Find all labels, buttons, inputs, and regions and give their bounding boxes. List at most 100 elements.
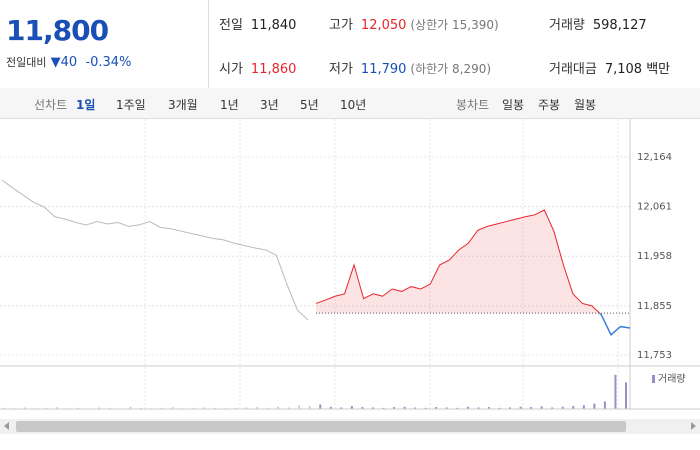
stat-label: 저가 [329,62,353,77]
volume-bar [245,407,248,409]
volume-bar [435,407,438,409]
change: 전일대비 ▼40 -0.34% [6,54,131,70]
volume-bar [340,407,343,409]
stat: 고가 12,050 (상한가 15,390) [329,14,499,33]
volume-bar [108,407,111,409]
volume-bar [140,407,143,409]
y-tick-label: 12,164 [637,152,672,163]
stat-label: 시가 [219,62,243,77]
volume-bar [192,407,195,409]
stat: 시가 11,860 [219,58,296,77]
area [316,209,600,314]
tab[interactable]: 1주일 [116,98,146,112]
volume-bar [55,407,58,409]
volume-bar [45,407,48,409]
volume-bar [3,407,5,409]
volume-bar [76,407,79,409]
tab[interactable]: 1일 [76,98,96,112]
volume-bar [445,407,448,409]
tab[interactable]: 5년 [300,98,319,112]
stat: 거래대금 7,108 백만 [549,58,670,77]
volume-bar [519,406,522,409]
change-arrow: ▼ [50,55,61,70]
chart: 12,164 12,061 11,958 11,855 11,753 거래량 [0,119,700,434]
line [1,179,309,321]
stat-label: 전일 [219,18,243,33]
tab[interactable]: 주봉 [538,98,561,112]
volume-bar [161,407,164,409]
tab[interactable]: 3년 [260,98,279,112]
volume-bar [509,407,512,409]
change-pct: -0.34% [85,55,132,70]
volume-bar [582,405,585,409]
scroll-right [691,422,696,430]
volume-bar [361,407,364,409]
scroll-left [4,422,9,430]
quote-panel: 11,800 전일대비 ▼40 -0.34% 전일 11,840 고가 12,050(… [0,0,700,89]
volume-bar [129,406,132,409]
stat-value: 12,050 [360,18,407,33]
stat-sub: (하한가 8,290) [410,62,492,76]
stats: 전일 11,840 고가 12,050 (상한가 15,390) 거래량 598,127 시가… [208,0,700,88]
change-value: 40 [60,55,78,70]
volume-bar [487,407,490,409]
tabs: 선차트 1일 1주일 3개월 1년 3년 5년 10년 봉차트 일봉 주봉 월봉 [0,88,700,119]
volume-bar [614,374,617,409]
change-label: 전일대비 [6,56,47,69]
volume-bar [277,406,280,409]
volume-bar [561,406,564,409]
tab[interactable]: 3개월 [168,98,198,112]
stat-label: 고가 [329,18,353,33]
volume-bar [403,406,406,409]
tab-group-label: 봉차트 [456,98,490,112]
stat-value: 11,790 [360,62,407,77]
scrollbar-thumb[interactable] [16,421,626,432]
stat: 전일 11,840 [219,14,296,33]
volume-bar [424,407,427,409]
stat-sub: (상한가 15,390) [410,18,499,32]
volume-bar [593,403,596,409]
stat-label: 거래량 [549,18,585,33]
volume-bar [234,407,237,409]
volume-bar [414,407,417,409]
stat-label: 거래대금 [549,62,597,77]
volume-bar [329,406,332,409]
volume-bar [24,407,27,409]
tab[interactable]: 10년 [340,98,367,112]
stat-value: 598,127 [592,18,647,33]
stat-value: 11,860 [250,62,297,77]
volume-bar [319,404,322,409]
volume-bar [456,407,459,409]
tab[interactable]: 일봉 [502,98,525,112]
volume-bar [551,407,554,409]
volume-bar [498,407,501,409]
volume-bar [287,407,290,409]
tab[interactable]: 1년 [220,98,239,112]
volume-bar [603,401,606,409]
stat-value: 11,840 [250,18,297,33]
volume-bar [466,406,469,409]
volume-bar [308,405,311,409]
volume-bar [371,407,374,409]
volume-bar [572,405,575,409]
volume-bar [171,407,174,409]
stat-value: 7,108 백만 [604,62,671,77]
volume-bar [382,407,385,409]
legend-swatch [652,375,655,383]
line-up [315,209,601,314]
volume-bar [350,405,353,409]
y-tick-label: 11,855 [637,301,672,312]
volume-bar [97,407,100,409]
volume-bar [540,406,543,409]
volume-bar [266,407,269,409]
y-tick-label: 11,958 [637,251,672,262]
volume-bar [530,407,533,409]
volume-bar [477,407,480,409]
tab[interactable]: 월봉 [574,98,597,112]
price: 11,800 [6,14,109,47]
volume-bar [256,407,259,409]
volume-bar [625,382,627,409]
volume-bar [203,407,206,409]
stat: 저가 11,790 (하한가 8,290) [329,58,491,77]
